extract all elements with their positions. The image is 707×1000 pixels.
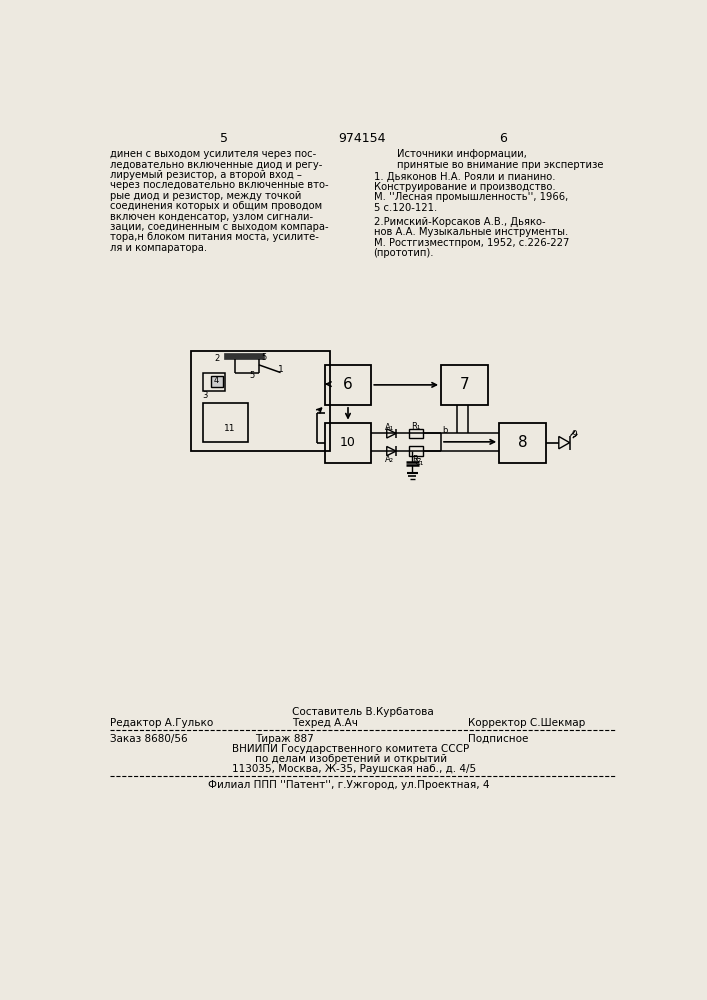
Text: М. Ростгизместпром, 1952, с.226-227: М. Ростгизместпром, 1952, с.226-227 (373, 238, 569, 248)
Bar (409, 446, 423, 456)
Text: Филиал ППП ''Патент'', г.Ужгород, ул.Проектная, 4: Филиал ППП ''Патент'', г.Ужгород, ул.Про… (209, 780, 490, 790)
Text: 4: 4 (214, 376, 219, 385)
Text: зации, соединенным с выходом компара-: зации, соединенным с выходом компара- (110, 222, 329, 232)
Text: 3: 3 (202, 391, 208, 400)
Text: 5: 5 (220, 132, 228, 145)
Text: Корректор С.Шекмар: Корректор С.Шекмар (468, 718, 585, 728)
Text: 5 с.120-121.: 5 с.120-121. (373, 203, 437, 213)
Text: ля и компаратора.: ля и компаратора. (110, 243, 207, 253)
Text: C₁: C₁ (414, 458, 424, 467)
Text: нов А.А. Музыкальные инструменты.: нов А.А. Музыкальные инструменты. (373, 227, 568, 237)
Text: 6: 6 (343, 377, 353, 392)
Text: b: b (443, 426, 448, 435)
Text: принятые во внимание при экспертизе: принятые во внимание при экспертизе (397, 160, 603, 170)
Text: Источники информации,: Источники информации, (397, 149, 527, 159)
Text: динен с выходом усилителя через пос-: динен с выходом усилителя через пос- (110, 149, 316, 159)
Text: ВНИИПИ Государственного комитета СССР: ВНИИПИ Государственного комитета СССР (232, 744, 469, 754)
Text: 1: 1 (277, 365, 284, 374)
Text: через последовательно включенные вто-: через последовательно включенные вто- (110, 180, 329, 190)
Bar (409, 429, 423, 438)
Text: рые диод и резистор, между точкой: рые диод и резистор, между точкой (110, 191, 301, 201)
Text: Тираж 887: Тираж 887 (255, 734, 314, 744)
Text: 11: 11 (224, 424, 235, 433)
Text: лируемый резистор, а второй вход –: лируемый резистор, а второй вход – (110, 170, 302, 180)
Text: (прототип).: (прототип). (373, 248, 434, 258)
Text: 7: 7 (460, 377, 469, 392)
Text: A₁: A₁ (385, 423, 395, 432)
Text: 2: 2 (215, 354, 220, 363)
Text: 6: 6 (499, 132, 507, 145)
Text: 113035, Москва, Ж-35, Раушская наб., д. 4/5: 113035, Москва, Ж-35, Раушская наб., д. … (232, 764, 476, 774)
Text: Техред А.Ач: Техред А.Ач (292, 718, 358, 728)
Bar (211, 376, 223, 387)
Bar (325, 365, 371, 405)
Bar (441, 365, 488, 405)
Bar (325, 423, 371, 463)
Bar (203, 373, 225, 391)
Text: включен конденсатор, узлом сигнали-: включен конденсатор, узлом сигнали- (110, 212, 313, 222)
Text: по делам изобретений и открытий: по делам изобретений и открытий (255, 754, 447, 764)
Bar (224, 353, 264, 359)
Text: 5: 5 (261, 353, 267, 362)
Text: 2.Римский-Корсаков А.В., Дьяко-: 2.Римский-Корсаков А.В., Дьяко- (373, 217, 545, 227)
Text: 1. Дьяконов Н.А. Рояли и пианино.: 1. Дьяконов Н.А. Рояли и пианино. (373, 172, 555, 182)
Text: R₁: R₁ (411, 422, 420, 431)
Text: Подписное: Подписное (468, 734, 529, 744)
Text: Редактор А.Гулько: Редактор А.Гулько (110, 718, 214, 728)
Text: М. ''Лесная промышленность'', 1966,: М. ''Лесная промышленность'', 1966, (373, 192, 568, 202)
Text: 974154: 974154 (338, 132, 386, 145)
Text: тора,н блоком питания моста, усилите-: тора,н блоком питания моста, усилите- (110, 232, 319, 242)
Text: A₂: A₂ (385, 455, 395, 464)
Bar (203, 403, 248, 442)
Text: ледовательно включенные диод и регу-: ледовательно включенные диод и регу- (110, 160, 322, 170)
Text: соединения которых и общим проводом: соединения которых и общим проводом (110, 201, 322, 211)
Text: 5: 5 (250, 371, 255, 380)
Text: 8: 8 (518, 435, 527, 450)
Bar (191, 351, 330, 451)
Text: Составитель В.Курбатова: Составитель В.Курбатова (292, 707, 434, 717)
Bar (499, 423, 546, 463)
Text: Заказ 8680/56: Заказ 8680/56 (110, 734, 187, 744)
Text: R₂: R₂ (412, 455, 421, 464)
Text: 10: 10 (340, 436, 356, 449)
Text: Конструирование и производство.: Конструирование и производство. (373, 182, 555, 192)
Text: 9: 9 (571, 430, 577, 439)
